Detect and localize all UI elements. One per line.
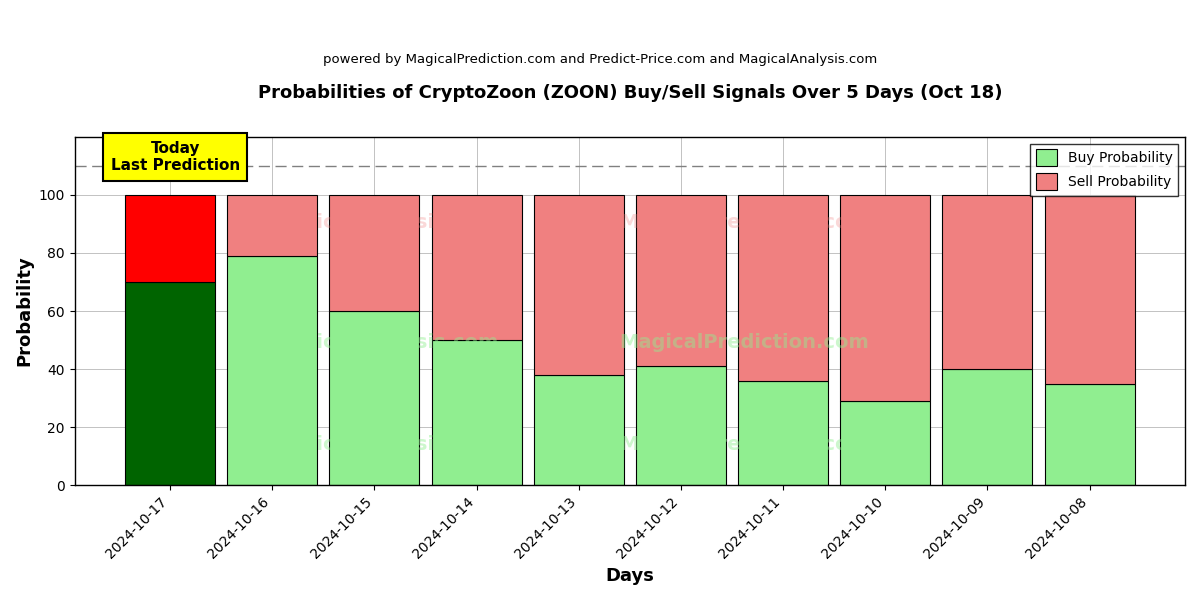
Bar <box>534 195 624 375</box>
Text: MagicalPrediction.com: MagicalPrediction.com <box>619 213 869 232</box>
Text: MagicalAnalysis.com: MagicalAnalysis.com <box>270 213 498 232</box>
Bar <box>432 340 522 485</box>
Bar <box>942 369 1032 485</box>
Text: Today
Last Prediction: Today Last Prediction <box>110 141 240 173</box>
Text: MagicalAnalysis.com: MagicalAnalysis.com <box>270 435 498 454</box>
Bar <box>534 375 624 485</box>
Bar <box>738 380 828 485</box>
Y-axis label: Probability: Probability <box>16 256 34 367</box>
Bar <box>330 195 419 311</box>
Bar <box>1045 383 1134 485</box>
Bar <box>330 311 419 485</box>
Bar <box>840 195 930 401</box>
Bar <box>738 195 828 380</box>
Title: Probabilities of CryptoZoon (ZOON) Buy/Sell Signals Over 5 Days (Oct 18): Probabilities of CryptoZoon (ZOON) Buy/S… <box>258 84 1002 102</box>
Text: MagicalPrediction.com: MagicalPrediction.com <box>619 333 869 352</box>
Bar <box>432 195 522 340</box>
Bar <box>1045 195 1134 383</box>
Bar <box>636 195 726 366</box>
Bar <box>125 195 215 282</box>
Bar <box>125 282 215 485</box>
Text: MagicalAnalysis.com: MagicalAnalysis.com <box>270 333 498 352</box>
Bar <box>840 401 930 485</box>
Bar <box>227 195 317 256</box>
Text: MagicalPrediction.com: MagicalPrediction.com <box>619 435 869 454</box>
Bar <box>227 256 317 485</box>
Text: powered by MagicalPrediction.com and Predict-Price.com and MagicalAnalysis.com: powered by MagicalPrediction.com and Pre… <box>323 53 877 66</box>
Bar <box>636 366 726 485</box>
Bar <box>942 195 1032 369</box>
Legend: Buy Probability, Sell Probability: Buy Probability, Sell Probability <box>1030 144 1178 196</box>
X-axis label: Days: Days <box>605 567 654 585</box>
